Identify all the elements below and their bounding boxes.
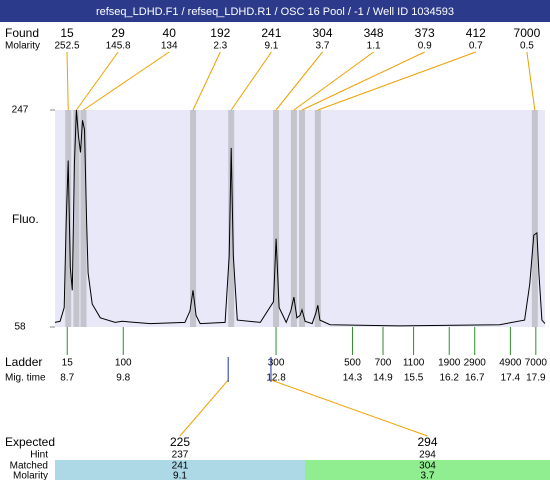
y-axis-label: Fluo. [12, 212, 39, 226]
found-size: 40 [163, 26, 177, 40]
ladder-size: 15 [62, 358, 74, 369]
ladder-time: 9.8 [116, 373, 130, 384]
title-bar [0, 0, 550, 22]
peak-connector [526, 51, 536, 111]
found-size: 241 [261, 26, 281, 40]
ladder-time: 16.7 [465, 373, 485, 384]
peak-connector [66, 51, 69, 111]
ladder-time: 17.9 [526, 373, 546, 384]
found-size: 348 [364, 26, 384, 40]
found-molarity: 0.9 [418, 41, 432, 52]
expected-matched: 241 [172, 461, 189, 472]
ladder-size: 1900 [438, 358, 461, 369]
ladder-size: 100 [115, 358, 132, 369]
expected-matched: 304 [419, 461, 436, 472]
peak-band [190, 110, 197, 327]
title: refseq_LDHD.F1 / refseq_LDHD.R1 / OSC 16… [96, 6, 454, 18]
y-tick-label: 247 [12, 105, 29, 116]
found-molarity: 0.5 [520, 41, 534, 52]
ladder-time: 8.7 [60, 373, 74, 384]
peak-band [228, 110, 235, 327]
ladder-time: 14.3 [343, 373, 363, 384]
expected-size: 294 [417, 435, 437, 449]
expected-molarity-label: Molarity [13, 471, 48, 480]
matched-label: Matched [10, 461, 48, 472]
expected-connector [179, 379, 229, 437]
peak-connector [275, 51, 323, 111]
expected-connector [270, 379, 428, 437]
ladder-size: 700 [375, 358, 392, 369]
found-molarity: 9.1 [264, 41, 278, 52]
found-size: 7000 [514, 26, 541, 40]
y-tick-label: 58 [14, 322, 26, 333]
found-molarity: 1.1 [367, 41, 381, 52]
ladder-size: 7000 [525, 358, 548, 369]
ladder-time: 15.5 [404, 373, 424, 384]
peak-connector [192, 51, 221, 111]
found-size: 15 [60, 26, 74, 40]
ladder-size: 500 [344, 358, 361, 369]
expected-label: Expected [5, 435, 55, 449]
ladder-size: 1100 [403, 358, 425, 369]
found-size: 29 [111, 26, 125, 40]
peak-connector [75, 51, 119, 111]
found-size: 304 [312, 26, 332, 40]
peak-band [299, 110, 306, 327]
found-molarity: 2.3 [213, 41, 227, 52]
hint-label: Hint [30, 450, 48, 461]
ladder-size: 300 [268, 358, 285, 369]
ladder-size: 2900 [464, 358, 487, 369]
expected-hint: 294 [419, 450, 436, 461]
found-size: 192 [210, 26, 230, 40]
expected-molarity: 9.1 [173, 471, 187, 480]
trace [54, 109, 546, 327]
ladder-label: Ladder [5, 355, 42, 369]
ladder-time-label: Mig. time [5, 373, 46, 384]
found-size: 373 [415, 26, 435, 40]
peak-connector [301, 51, 425, 111]
peak-connector [230, 51, 272, 111]
peak-band [314, 110, 321, 327]
peak-connector [83, 51, 170, 111]
expected-molarity: 3.7 [421, 471, 435, 480]
peak-band [290, 110, 297, 327]
ladder-time: 16.2 [440, 373, 460, 384]
expected-cell [55, 460, 305, 480]
found-size: 412 [466, 26, 486, 40]
ladder-size: 4900 [499, 358, 522, 369]
found-molarity: 0.7 [469, 41, 483, 52]
found-molarity-label: Molarity [5, 41, 40, 52]
ladder-time: 14.9 [373, 373, 393, 384]
found-molarity: 3.7 [316, 41, 330, 52]
expected-hint: 237 [172, 450, 189, 461]
expected-cell [305, 460, 550, 480]
peak-band [273, 110, 280, 327]
peak-band [65, 110, 72, 327]
peak-connector [293, 51, 374, 111]
ladder-time: 12.8 [266, 373, 286, 384]
found-molarity: 145.8 [106, 41, 131, 52]
found-molarity: 252.5 [54, 41, 79, 52]
ladder-time: 17.4 [501, 373, 521, 384]
peak-band [73, 110, 80, 327]
expected-size: 225 [170, 435, 190, 449]
peak-connector [317, 51, 476, 111]
found-label: Found [5, 26, 39, 40]
found-molarity: 134 [161, 41, 178, 52]
peak-band [80, 110, 87, 327]
peak-band [531, 110, 538, 327]
